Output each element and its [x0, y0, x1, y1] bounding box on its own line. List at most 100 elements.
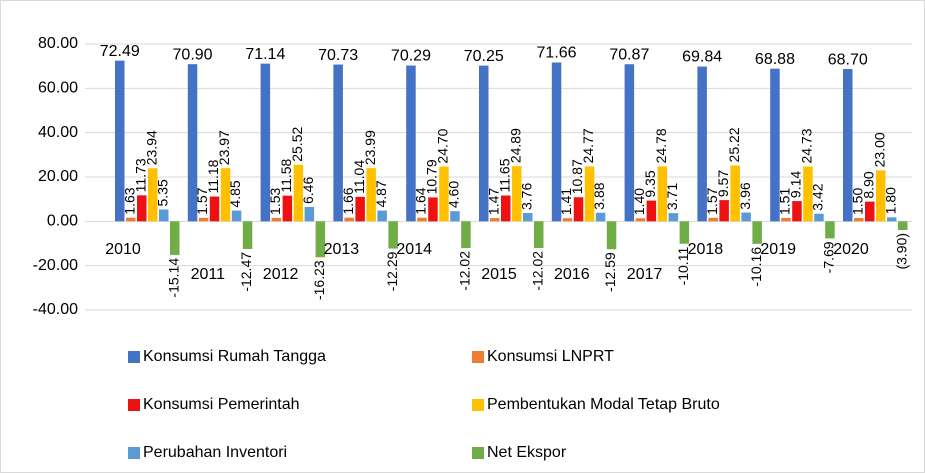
bar — [584, 166, 595, 222]
bar — [148, 168, 158, 222]
bar — [792, 201, 802, 222]
data-label: 10.87 — [569, 159, 585, 194]
legend-swatch — [128, 351, 140, 363]
data-label: 1.63 — [121, 187, 137, 214]
data-label: 1.51 — [777, 188, 793, 215]
bar — [843, 69, 853, 222]
data-label: 23.99 — [362, 130, 378, 165]
legend-swatch — [472, 447, 484, 459]
bar — [657, 166, 668, 222]
data-label: 1.66 — [340, 187, 356, 214]
data-label: 11.58 — [278, 158, 294, 192]
bar — [170, 221, 180, 255]
legend-label: Konsumsi Pemerintah — [143, 396, 300, 413]
data-label: -10.16 — [748, 247, 764, 287]
data-label: -12.59 — [602, 252, 618, 292]
data-label: 9.57 — [715, 170, 731, 197]
bar — [479, 65, 489, 222]
data-label: 9.35 — [642, 170, 658, 197]
bar — [344, 217, 354, 222]
data-label: 24.73 — [799, 128, 815, 163]
bar — [220, 168, 231, 222]
x-tick-label: 2016 — [554, 266, 590, 283]
bar — [781, 217, 791, 222]
bar — [159, 209, 169, 222]
data-label: 71.14 — [245, 46, 285, 63]
data-label: 24.78 — [653, 128, 669, 163]
data-label: 10.79 — [424, 159, 440, 194]
legend-swatch — [128, 447, 140, 459]
x-tick-label: 2018 — [688, 241, 724, 258]
data-label: 25.22 — [726, 127, 742, 162]
data-label: 1.57 — [704, 187, 720, 214]
data-label: 4.60 — [446, 181, 462, 208]
data-label: 23.94 — [143, 130, 159, 165]
x-tick-label: 2015 — [481, 266, 517, 283]
bar — [770, 68, 780, 222]
x-tick-label: 2017 — [627, 266, 663, 283]
bar — [512, 166, 522, 222]
data-label: 11.65 — [496, 158, 512, 192]
bar — [876, 170, 886, 222]
data-label: 25.52 — [289, 127, 305, 162]
data-label: 1.50 — [849, 188, 865, 215]
data-label: 70.29 — [391, 48, 431, 65]
bar — [730, 165, 740, 222]
data-label: 1.64 — [413, 187, 429, 214]
bar — [366, 168, 376, 222]
data-label: 23.97 — [216, 130, 232, 165]
bar — [137, 195, 147, 222]
bar — [814, 213, 824, 222]
data-label: 4.85 — [227, 180, 243, 207]
data-label: 24.70 — [435, 128, 451, 163]
bar — [242, 221, 253, 249]
data-label: 68.70 — [828, 51, 868, 68]
bar — [377, 210, 387, 222]
bar — [406, 65, 416, 222]
bar — [450, 211, 460, 222]
legend-swatch — [472, 351, 484, 363]
y-tick-label: 80.00 — [38, 35, 78, 52]
legend-label: Perubahan Inventori — [143, 444, 287, 461]
bar — [708, 217, 718, 222]
data-label: 24.89 — [507, 128, 523, 163]
data-label: 11.04 — [351, 160, 367, 194]
bar — [187, 64, 198, 222]
legend-label: Konsumsi Rumah Tangga — [143, 348, 326, 365]
legend-label: Pembentukan Modal Tetap Bruto — [487, 396, 720, 413]
bar — [719, 200, 729, 222]
bar — [198, 217, 209, 222]
data-label: 70.90 — [173, 46, 213, 63]
data-label: 70.73 — [318, 47, 358, 64]
legend-label: Konsumsi LNPRT — [487, 348, 614, 365]
data-label: 3.71 — [664, 183, 680, 210]
bar — [315, 221, 326, 258]
bar — [803, 166, 813, 222]
bar — [209, 196, 220, 222]
data-label: 24.77 — [580, 128, 596, 163]
x-tick-label: 2010 — [105, 241, 141, 258]
data-label: 69.84 — [682, 49, 722, 66]
bar — [304, 207, 315, 222]
bar — [461, 221, 471, 248]
bar — [428, 197, 438, 222]
bar — [825, 221, 835, 239]
x-tick-label: 2011 — [191, 266, 226, 283]
bar — [231, 210, 242, 222]
y-tick-label: 40.00 — [38, 124, 78, 141]
data-label: 1.80 — [882, 187, 898, 214]
bar — [887, 217, 897, 222]
x-tick-label: 2014 — [396, 241, 432, 258]
data-label: 3.96 — [737, 182, 753, 209]
y-tick-label: 60.00 — [38, 80, 78, 97]
y-tick-label: -40.00 — [33, 301, 78, 318]
data-label: (3.90) — [893, 233, 909, 270]
data-label: 70.87 — [609, 46, 649, 63]
bar — [573, 197, 584, 222]
data-label: 9.14 — [788, 171, 804, 198]
data-label: 68.88 — [755, 51, 795, 68]
bar — [490, 218, 500, 222]
bar — [854, 218, 864, 222]
data-label: 11.73 — [132, 158, 148, 192]
data-label: -12.47 — [238, 252, 254, 292]
